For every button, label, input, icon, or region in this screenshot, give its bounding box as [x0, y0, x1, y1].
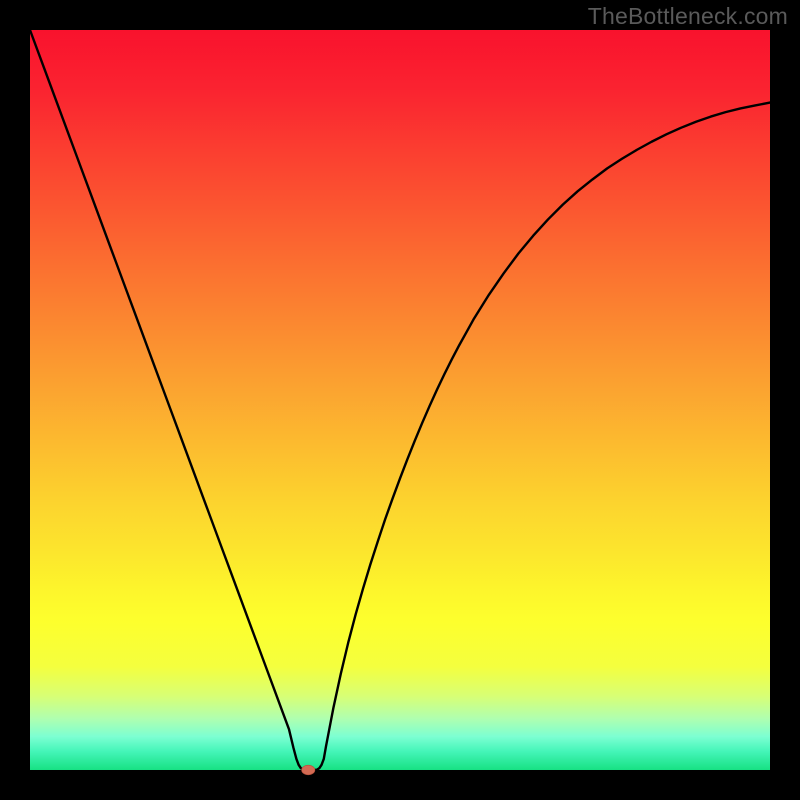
watermark-text: TheBottleneck.com: [588, 3, 788, 30]
plot-area: [30, 30, 770, 770]
optimum-marker: [302, 765, 315, 775]
bottleneck-chart: [0, 0, 800, 800]
chart-container: TheBottleneck.com: [0, 0, 800, 800]
